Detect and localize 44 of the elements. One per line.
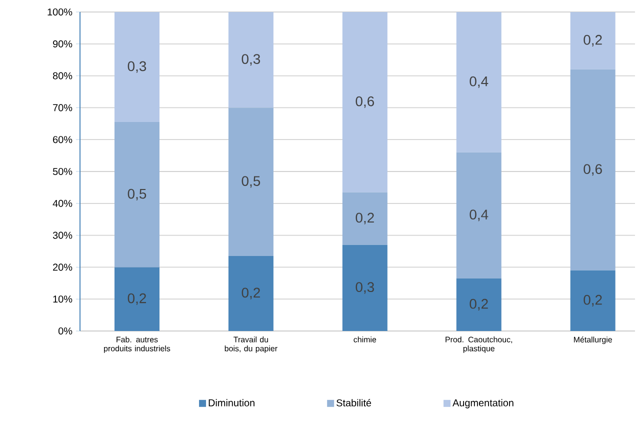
data-label: 0,6 — [356, 96, 374, 108]
data-label: 0,3 — [128, 61, 146, 73]
y-tick-label: 10% — [53, 296, 72, 303]
bar — [456, 152, 502, 278]
data-label: 0,2 — [584, 294, 602, 306]
data-label: 0,2 — [242, 288, 260, 300]
y-tick-label: 30% — [52, 232, 72, 239]
bar — [342, 192, 388, 245]
data-label: 0,4 — [470, 210, 488, 222]
data-label: 0,2 — [584, 34, 602, 46]
data-label: 0,4 — [470, 76, 488, 88]
data-label: 0,3 — [242, 54, 260, 66]
bar — [342, 12, 388, 192]
bar — [228, 256, 274, 331]
data-label: 0,3 — [356, 282, 374, 294]
bar — [456, 278, 502, 331]
data-label: 0,5 — [128, 188, 146, 200]
bar — [114, 122, 160, 268]
bar — [456, 12, 502, 152]
y-tick-label: 100% — [48, 8, 72, 16]
y-tick-label: 90% — [53, 40, 72, 48]
y-tick-label: 50% — [52, 168, 72, 176]
data-label: 0,2 — [470, 298, 488, 310]
data-label: 0,5 — [242, 176, 260, 188]
y-tick-label: 60% — [53, 136, 72, 144]
bar — [570, 69, 616, 270]
bar — [570, 12, 616, 70]
bar — [228, 12, 274, 108]
y-tick-label: 80% — [52, 72, 72, 80]
y-tick-label: 0% — [58, 327, 72, 335]
bar — [342, 244, 388, 331]
y-tick-label: 40% — [52, 200, 72, 207]
bar — [228, 108, 274, 256]
legend-label: Diminution — [208, 399, 254, 406]
legend-label: Augmentation — [452, 399, 514, 408]
bar — [114, 12, 160, 122]
data-label: 0,6 — [584, 164, 602, 176]
bar — [114, 267, 160, 331]
data-label: 0,2 — [128, 293, 146, 305]
data-label: 0,2 — [356, 212, 374, 224]
bar — [570, 270, 616, 331]
y-tick-label: 20% — [53, 264, 72, 271]
y-tick-label: 70% — [53, 104, 72, 112]
legend-label: Stabilité — [336, 398, 372, 406]
